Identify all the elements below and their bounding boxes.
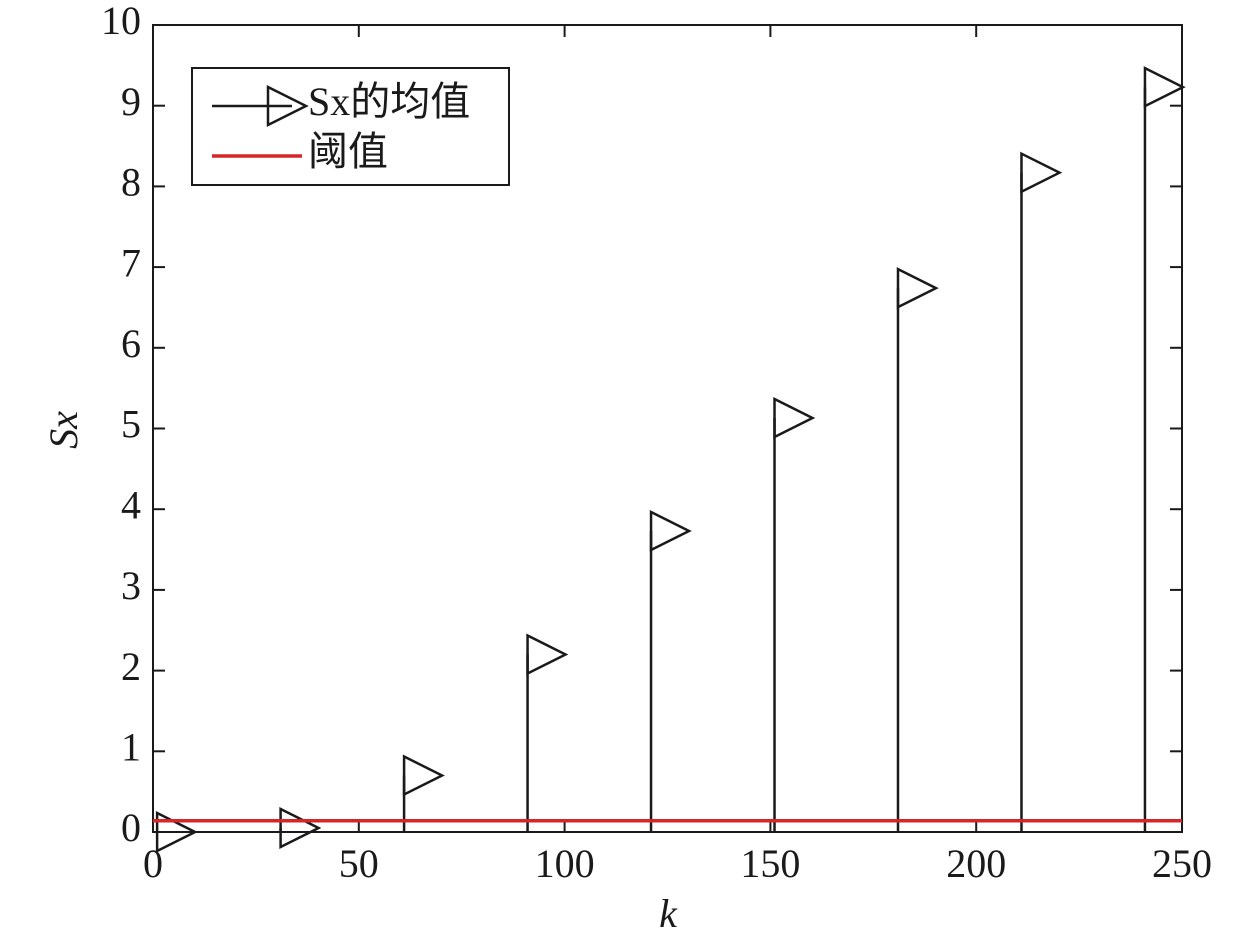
- stem-marker: [279, 806, 322, 849]
- y-tick-label: 4: [121, 482, 141, 527]
- stem-marker: [773, 396, 816, 440]
- legend-label: Sx的均值: [308, 79, 470, 124]
- y-tick-label: 8: [121, 160, 141, 205]
- y-tick-label: 1: [121, 724, 141, 769]
- x-tick-label: 0: [143, 841, 163, 886]
- y-tick-label: 3: [121, 563, 141, 608]
- stem-marker: [649, 509, 692, 553]
- x-tick-label: 150: [740, 841, 800, 886]
- stem-marker: [402, 754, 445, 797]
- y-tick-label: 6: [121, 321, 141, 366]
- stem-marker: [526, 633, 569, 676]
- x-tick-label: 50: [339, 841, 379, 886]
- x-tick-label: 200: [946, 841, 1006, 886]
- y-tick-label: 10: [101, 0, 141, 43]
- y-tick-label: 5: [121, 402, 141, 447]
- y-tick-label: 9: [121, 79, 141, 124]
- plot-frame: [152, 24, 1183, 833]
- y-tick-label: 2: [121, 644, 141, 689]
- legend-label: 阈值: [308, 129, 388, 174]
- x-axis-label: k: [659, 891, 678, 936]
- stem-marker: [1143, 66, 1186, 109]
- legend-marker: [266, 84, 309, 128]
- x-tick-label: 100: [535, 841, 595, 886]
- stem-marker: [896, 267, 939, 310]
- x-tick-label: 250: [1152, 841, 1212, 886]
- legend-box: [191, 67, 510, 186]
- y-axis-label: Sx: [41, 411, 86, 449]
- stem-marker: [1020, 151, 1063, 194]
- stem-marker: [155, 810, 198, 854]
- y-tick-label: 7: [121, 240, 141, 285]
- y-tick-label: 0: [121, 805, 141, 850]
